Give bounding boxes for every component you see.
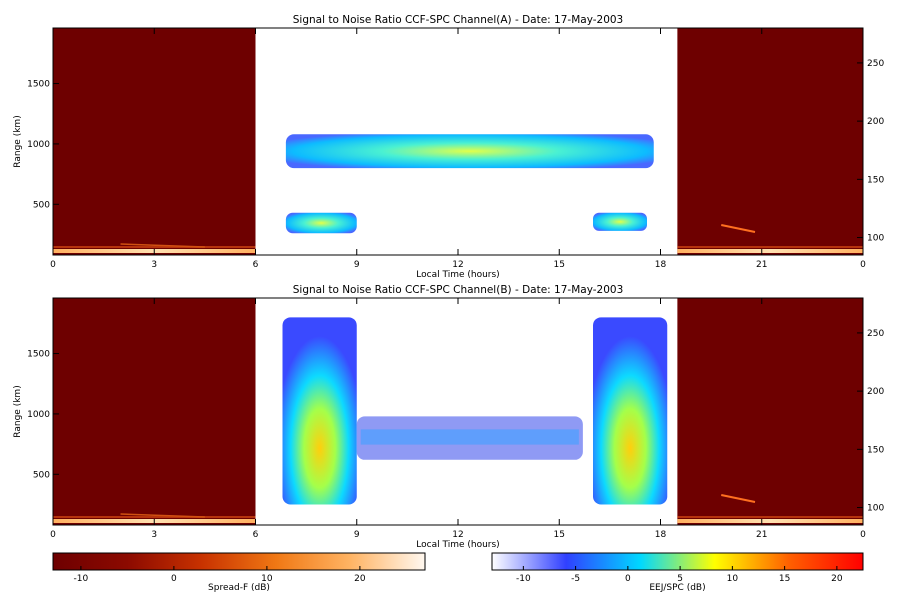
x-tick-label: 12: [452, 260, 463, 270]
x-tick-label: 6: [253, 260, 259, 270]
y2-tick-label: 250: [867, 329, 884, 339]
colorbars: -10 0 10 20 Spread-F (dB) -10 -5 0 5 10 15 20 EEJ/SP…: [52, 552, 864, 593]
x-tick-label: 9: [354, 260, 360, 270]
colorbar-tick-label: 20: [354, 574, 366, 584]
spreadf-block-left: [53, 298, 256, 525]
colorbar-tick-label: 5: [677, 574, 683, 584]
x-tick-label: 3: [151, 260, 157, 270]
spreadf-baseline-glow-left: [53, 246, 256, 248]
y-tick-label: 1000: [27, 140, 50, 150]
x-tick-label: 6: [253, 530, 259, 540]
colorbar-tick-label: 10: [727, 574, 739, 584]
x-tick-label: 3: [151, 530, 157, 540]
y-tick-label: 1000: [27, 410, 50, 420]
y-tick-label: 1500: [27, 80, 50, 90]
spreadf-streak-left: [120, 513, 205, 518]
spreadf-block-right: [677, 298, 863, 525]
colorbar-tick-label: -5: [571, 574, 580, 584]
y2-tick-label: 250: [867, 59, 884, 69]
x-tick-label: 0: [50, 260, 56, 270]
spreadf-baseline-right: [677, 249, 863, 253]
chart-title: Signal to Noise Ratio CCF-SPC Channel(B)…: [293, 284, 624, 296]
x-tick-label: 9: [354, 530, 360, 540]
x-tick-label: 18: [655, 260, 667, 270]
spreadf-baseline-glow-left: [53, 516, 256, 518]
colorbar-1: [491, 552, 864, 571]
spreadf-block-left: [53, 28, 256, 255]
colorbar-tick-label: 10: [261, 574, 273, 584]
echo-region-2: [593, 317, 668, 505]
spreadf-baseline-right: [677, 519, 863, 523]
y2-tick-label: 150: [867, 445, 884, 455]
y2-tick-label: 100: [867, 504, 884, 514]
spreadf-streak-left: [120, 243, 205, 248]
colorbar-tick-label: -10: [516, 574, 531, 584]
colorbar-tick-label: 15: [779, 574, 790, 584]
x-tick-label: 15: [554, 260, 565, 270]
x-tick-label: 12: [452, 530, 463, 540]
colorbar-tick-label: 0: [625, 574, 631, 584]
echo-region-0: [285, 134, 654, 169]
x-tick-label: 0: [860, 260, 866, 270]
x-tick-label: 21: [756, 530, 767, 540]
colorbar-label: Spread-F (dB): [208, 583, 270, 593]
x-tick-label: 18: [655, 530, 667, 540]
x-tick-label: 15: [554, 530, 565, 540]
y-tick-label: 500: [33, 200, 50, 210]
spreadf-baseline-glow-right: [677, 516, 863, 518]
echo-region-1: [285, 212, 357, 234]
y2-tick-label: 200: [867, 117, 884, 127]
channel-a-panel: 0 3 6 9 12 15 18 21 0 500 1000 1500 100 150 200 250 Sign…: [13, 14, 884, 280]
y2-tick-label: 200: [867, 387, 884, 397]
x-tick-label: 21: [756, 260, 767, 270]
echo-region-2: [593, 212, 647, 231]
x-tick-label: 0: [50, 530, 56, 540]
spreadf-streak: [721, 224, 756, 233]
x-tick-label: 0: [860, 530, 866, 540]
colorbar-tick-label: -10: [74, 574, 89, 584]
y2-tick-label: 100: [867, 234, 884, 244]
echo-region-core-1: [360, 429, 579, 445]
echo-region-0: [282, 317, 357, 505]
y-axis-label: Range (km): [13, 115, 23, 167]
y-axis-label: Range (km): [13, 385, 23, 437]
spreadf-baseline-glow-right: [677, 246, 863, 248]
spreadf-block-right: [677, 28, 863, 255]
colorbar-tick-label: 20: [831, 574, 843, 584]
colorbar-0: [52, 552, 426, 571]
spreadf-streak: [721, 494, 756, 503]
y-tick-label: 500: [33, 470, 50, 480]
y2-tick-label: 150: [867, 175, 884, 185]
colorbar-tick-label: 0: [171, 574, 177, 584]
y-tick-label: 1500: [27, 350, 50, 360]
chart-title: Signal to Noise Ratio CCF-SPC Channel(A)…: [293, 14, 624, 26]
x-axis-label: Local Time (hours): [416, 270, 499, 280]
colorbar-label: EEJ/SPC (dB): [649, 583, 705, 593]
x-axis-label: Local Time (hours): [416, 540, 499, 550]
channel-b-panel: 0 3 6 9 12 15 18 21 0 500 1000 1500 100 150 200 250 Sign…: [13, 284, 884, 550]
